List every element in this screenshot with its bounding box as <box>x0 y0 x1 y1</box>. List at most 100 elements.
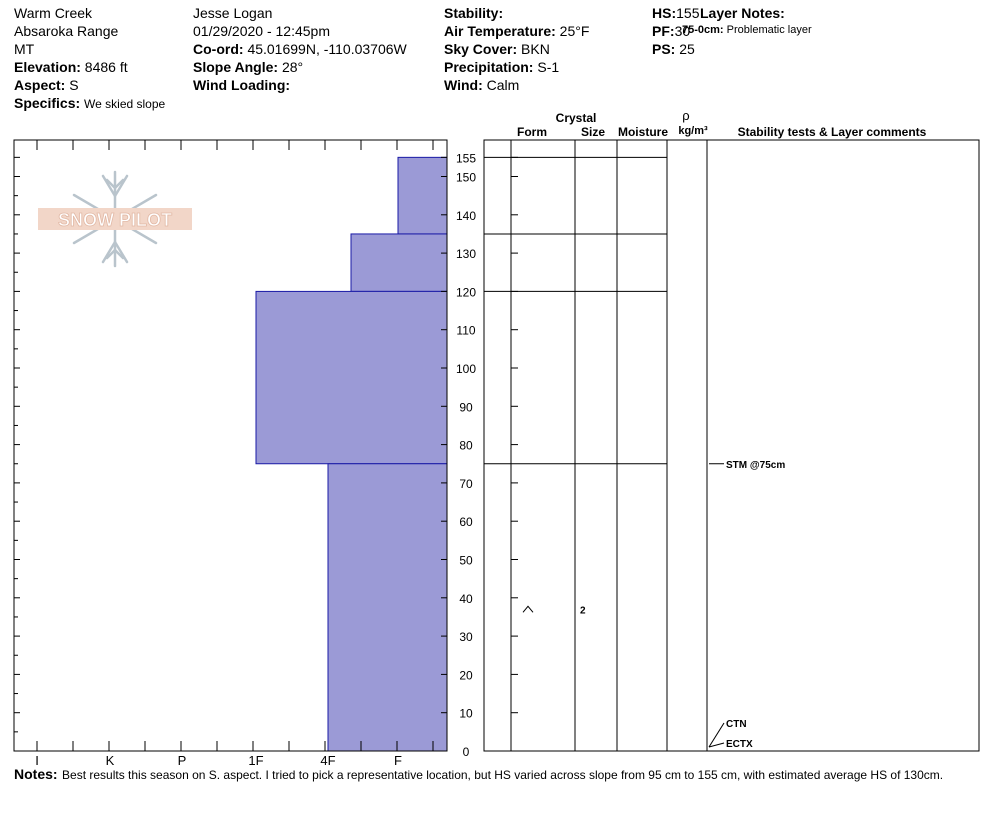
elevation-field: Elevation: 8486 ft <box>14 58 128 76</box>
layer-note: 75-0cm: Problematic layer <box>682 24 812 36</box>
comments-header: Stability tests & Layer comments <box>738 125 927 139</box>
stability-test-label: STM @75cm <box>726 460 785 471</box>
layer-note-text: Problematic layer <box>726 24 812 36</box>
notes-text: Best results this season on S. aspect. I… <box>62 768 944 782</box>
notes-label: Notes: <box>14 766 58 782</box>
density-unit: kg/m³ <box>678 125 708 137</box>
crystal-observations: 2 <box>522 605 586 616</box>
specifics-value: We skied slope <box>84 97 166 111</box>
depth-label: 150 <box>456 171 476 185</box>
hardness-label: P <box>178 753 187 768</box>
logo-text: SNOW PILOT <box>58 210 172 230</box>
table-frame <box>483 139 980 752</box>
notes: Notes: Best results this season on S. as… <box>14 766 943 784</box>
hardness-ticks <box>36 140 434 751</box>
crystal-header: Crystal <box>556 111 597 125</box>
depth-label: 100 <box>456 362 476 376</box>
wind-field: Wind: Calm <box>444 76 519 94</box>
hardness-label: K <box>106 753 115 768</box>
stability-test-label: CTN <box>726 719 747 730</box>
air-temp-value: 25°F <box>559 23 590 39</box>
sky-cover-value: BKN <box>521 41 550 57</box>
depth-label: 50 <box>459 554 473 568</box>
test-leader-line <box>708 722 725 748</box>
ps-label: PS: <box>652 41 676 57</box>
wind-loading-field: Wind Loading: <box>193 76 290 94</box>
range-name: Absaroka Range <box>14 23 119 39</box>
depth-label: 10 <box>459 707 473 721</box>
hardness-bar <box>327 463 448 752</box>
wind-label: Wind: <box>444 77 483 93</box>
sky-cover-field: Sky Cover: BKN <box>444 40 550 58</box>
slope-label: Slope Angle: <box>193 59 279 75</box>
depth-label: 0 <box>463 745 470 759</box>
location-name: Warm Creek <box>14 5 93 21</box>
depth-label: 110 <box>456 324 475 338</box>
layer-note-depth: 75-0cm: <box>682 24 724 36</box>
snowpilot-logo: SNOW PILOT <box>38 170 192 268</box>
state-name: MT <box>14 41 35 57</box>
depth-label: 130 <box>456 247 476 261</box>
hs-label: HS: <box>652 5 677 21</box>
hardness-label: 1F <box>248 753 263 768</box>
stability-tests: STM @75cm CTN ECTX <box>708 460 785 750</box>
depth-label: 155 <box>456 151 476 165</box>
moisture-header: Moisture <box>618 125 668 139</box>
slope-value: 28° <box>281 59 304 75</box>
test-leader-line <box>708 742 725 748</box>
hs-field: HS:155 <box>652 4 699 22</box>
hardness-bars <box>255 156 448 752</box>
ps-field: PS: 25 <box>652 40 695 58</box>
depth-label: 90 <box>459 400 473 414</box>
wind-value: Calm <box>486 77 520 93</box>
depth-label: 40 <box>459 592 473 606</box>
aspect-label: Aspect: <box>14 77 66 93</box>
depth-label: 80 <box>459 439 473 453</box>
hardness-label: F <box>394 753 402 768</box>
depth-label: 20 <box>459 668 473 682</box>
coord-label: Co-ord: <box>193 41 244 57</box>
pf-label: PF: <box>652 23 675 39</box>
hardness-label: I <box>35 753 39 768</box>
precipitation-label: Precipitation: <box>444 59 534 75</box>
aspect-value: S <box>69 77 79 93</box>
hardness-axis-labels: I K P 1F 4F F <box>35 753 402 768</box>
crystal-form-symbol <box>522 605 534 613</box>
precipitation-value: S-1 <box>537 59 560 75</box>
slope-field: Slope Angle: 28° <box>193 58 303 76</box>
hardness-bar <box>255 290 448 465</box>
coord-field: Co-ord: 45.01699N, -110.03706W <box>193 40 407 58</box>
table-ticks <box>511 156 518 752</box>
wind-loading-label: Wind Loading: <box>193 77 291 93</box>
ps-value: 25 <box>679 41 695 57</box>
stability-label: Stability: <box>444 5 504 21</box>
precipitation-field: Precipitation: S-1 <box>444 58 559 76</box>
size-header: Size <box>581 125 605 139</box>
depth-label: 70 <box>459 477 473 491</box>
layer-notes-label: Layer Notes: <box>700 5 785 21</box>
aspect-field: Aspect: S <box>14 76 79 94</box>
specifics-field: Specifics: We skied slope <box>14 94 165 113</box>
depth-label: 60 <box>459 515 473 529</box>
depth-label: 30 <box>459 630 473 644</box>
coord-value: 45.01699N, -110.03706W <box>247 41 407 57</box>
stability-test-label: ECTX <box>726 739 753 750</box>
pf-value: 30 <box>674 23 691 39</box>
layer-table: 2 STM @75cm CTN ECTX <box>483 139 980 752</box>
crystal-size: 2 <box>580 605 586 616</box>
depth-label: 120 <box>456 285 476 299</box>
observer-name: Jesse Logan <box>193 5 273 21</box>
hardness-plot-frame <box>13 139 448 752</box>
sky-cover-label: Sky Cover: <box>444 41 518 57</box>
form-header: Form <box>517 125 547 139</box>
hs-value: 155 <box>676 5 700 21</box>
specifics-label: Specifics: <box>14 95 81 111</box>
elevation-label: Elevation: <box>14 59 81 75</box>
depth-axis: 0 10 20 30 40 50 60 70 80 90 100 110 120 130 140 150 155 <box>14 151 476 759</box>
air-temp-field: Air Temperature: 25°F <box>444 22 589 40</box>
hardness-bar <box>397 156 448 235</box>
stability-field: Stability: <box>444 4 503 22</box>
hardness-label: 4F <box>320 753 335 768</box>
table-headers: Crystal Form Size Moisture ρ kg/m³ Stabi… <box>517 108 927 139</box>
elevation-value: 8486 ft <box>84 59 128 75</box>
